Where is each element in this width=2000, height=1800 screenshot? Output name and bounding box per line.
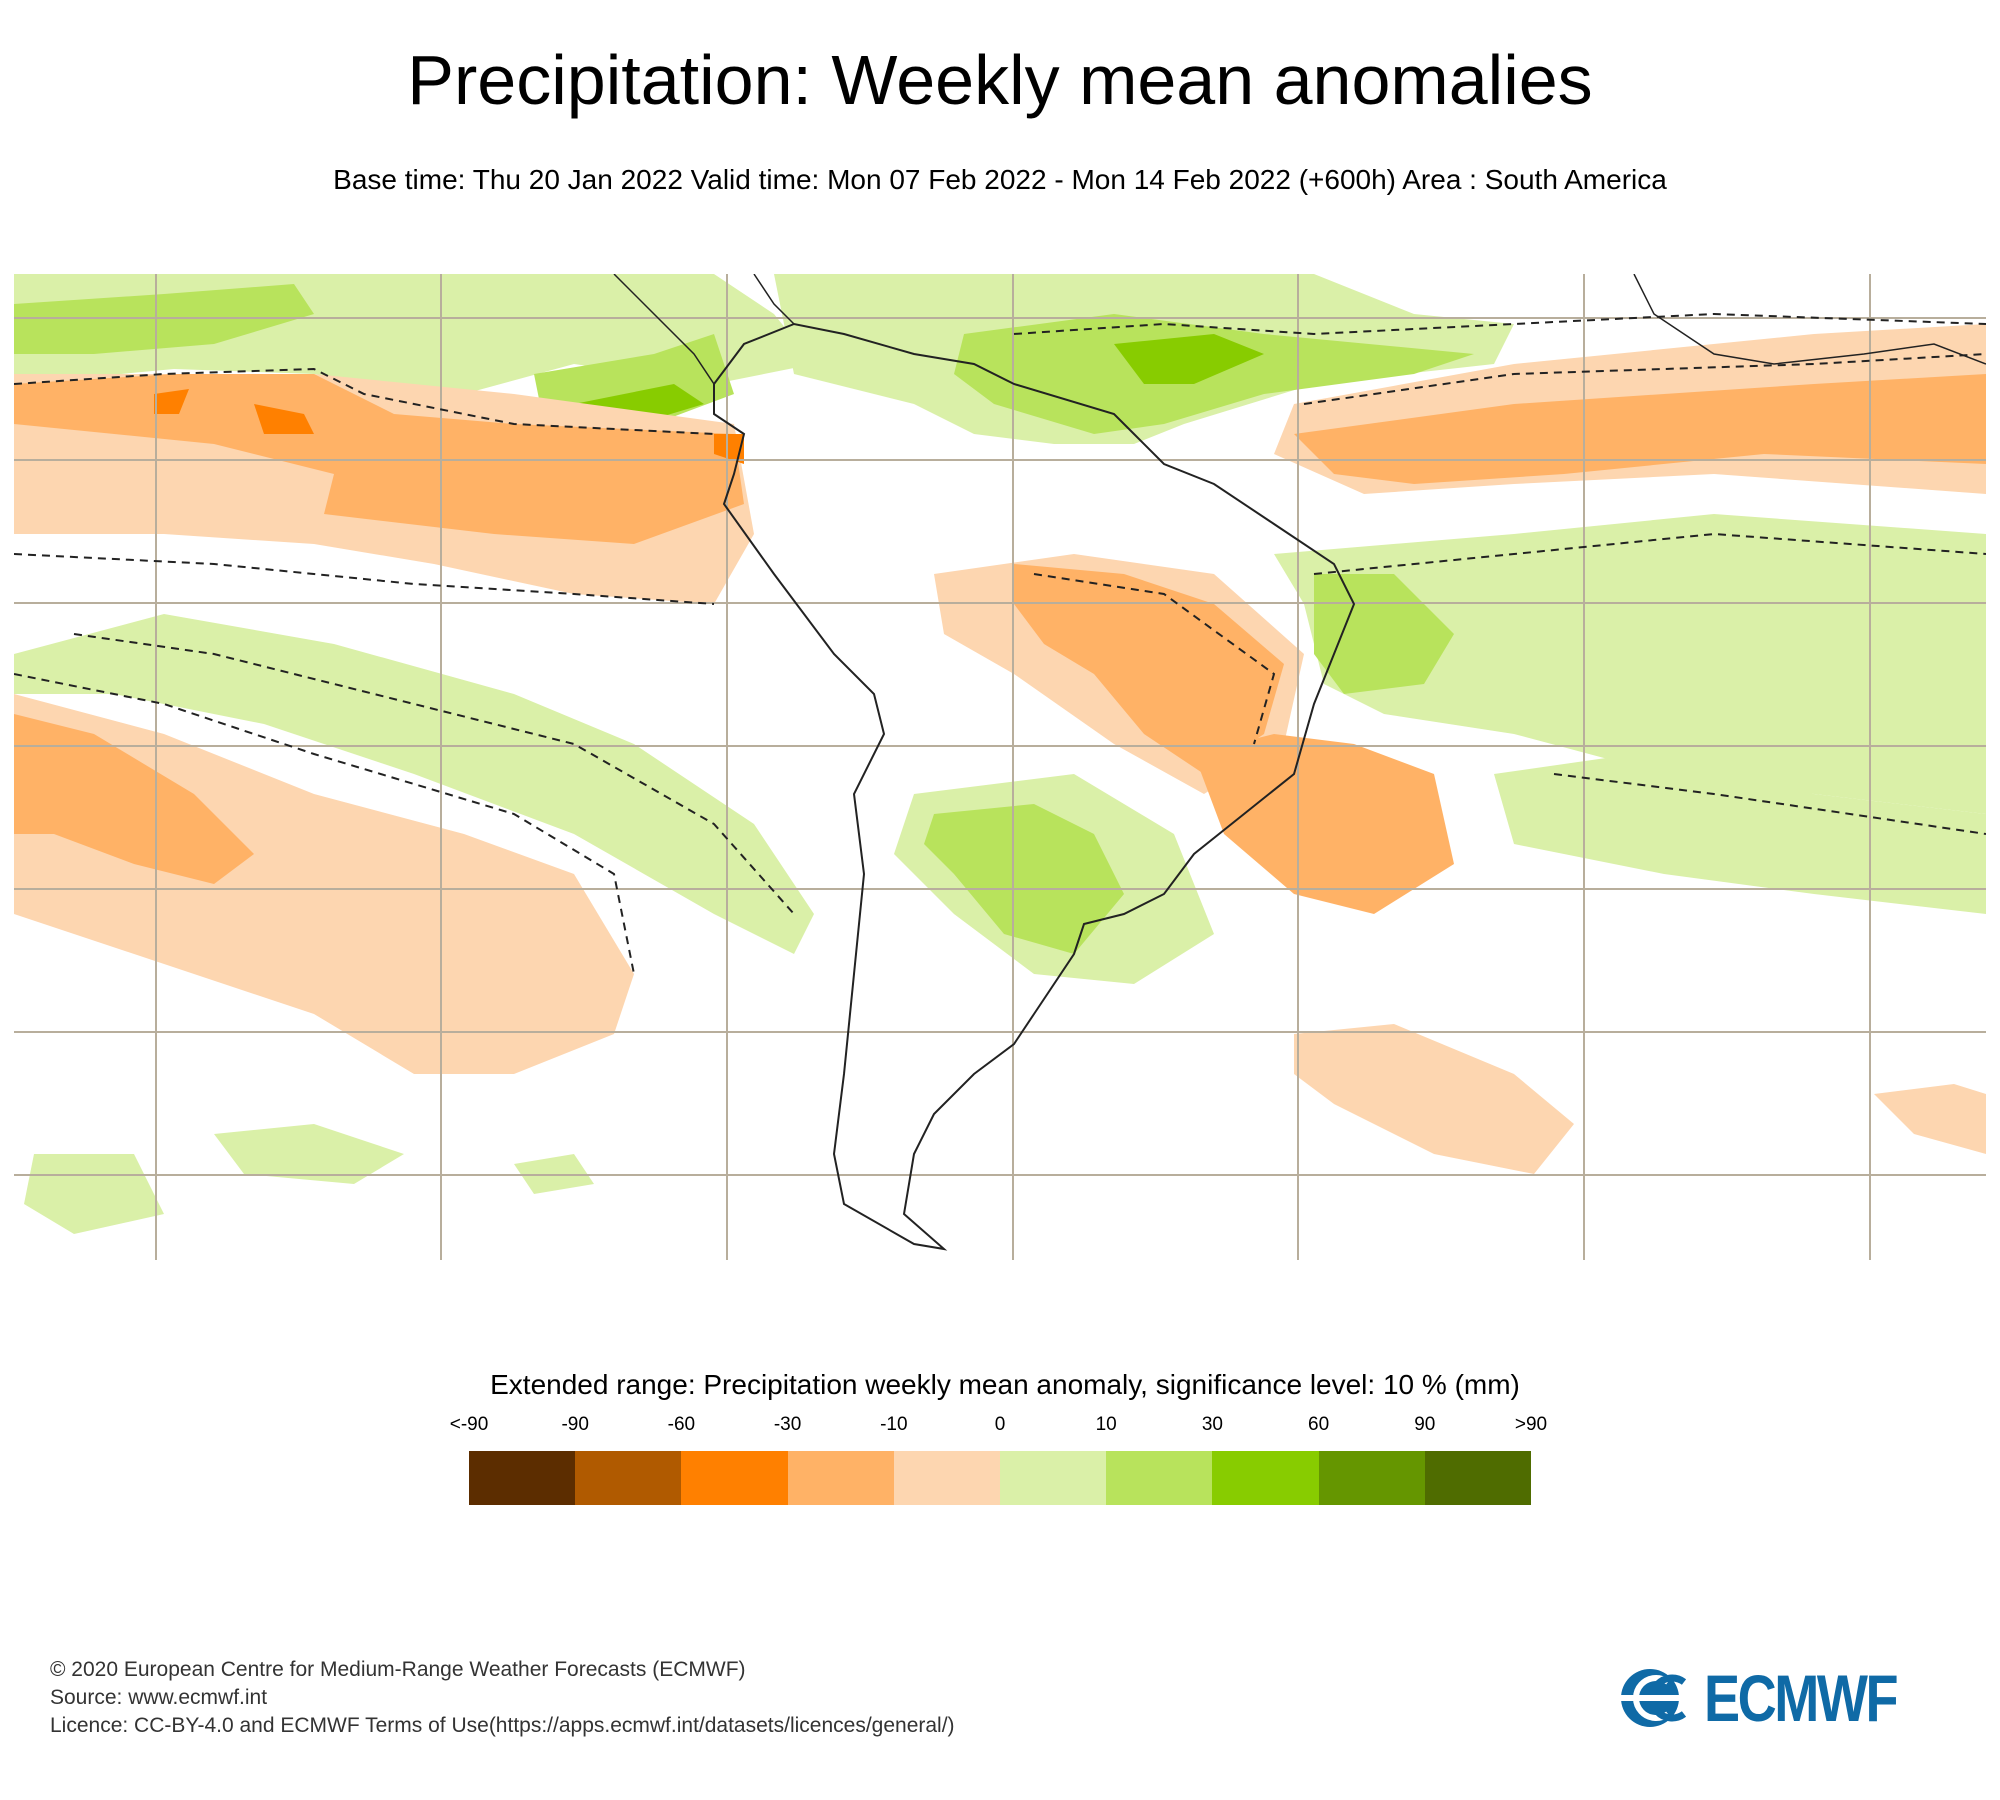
- legend-swatch: [1212, 1451, 1319, 1505]
- anomaly-map: [14, 274, 1986, 1260]
- anomaly-region-atlantic-dry: [1294, 374, 1986, 484]
- legend-swatch: [1424, 1451, 1532, 1505]
- legend-label: 0: [994, 1414, 1006, 1435]
- significance-contour: [14, 553, 715, 605]
- anomaly-region-ne-brazil-wet-light: [1274, 514, 1986, 814]
- source-text: Source: www.ecmwf.int: [50, 1686, 268, 1709]
- legend-labels: <-90 -90 -60 -30 -10 0 10 30 60 90 >90: [450, 1414, 1547, 1438]
- legend-label: <-90: [449, 1414, 489, 1435]
- anomaly-region-guiana-wet: [1114, 334, 1264, 384]
- legend-label: -10: [880, 1414, 908, 1435]
- ecmwf-logo-icon: [1620, 1669, 1687, 1727]
- legend-label: -90: [561, 1414, 589, 1435]
- page-title: Precipitation: Weekly mean anomalies: [407, 41, 1593, 119]
- ecmwf-logo: ECMWF: [1620, 1661, 1952, 1735]
- licence-text: Licence: CC-BY-4.0 and ECMWF Terms of Us…: [50, 1714, 955, 1737]
- anomaly-region-se-pacific-wet: [14, 614, 814, 954]
- ecmwf-logo-text: ECMWF: [1704, 1661, 1899, 1735]
- copyright-text: © 2020 European Centre for Medium-Range …: [50, 1658, 746, 1681]
- legend-color-bar: [469, 1451, 1532, 1505]
- footer: © 2020 European Centre for Medium-Range …: [50, 1656, 955, 1740]
- significance-contour: [14, 367, 715, 435]
- legend-label: 90: [1414, 1414, 1436, 1435]
- legend-swatch: [681, 1451, 788, 1505]
- anomaly-region-south-atlantic-dry: [1194, 734, 1454, 914]
- africa-coastline: [1633, 274, 1986, 365]
- south-america-coastline: [713, 322, 1356, 1251]
- significance-contour: [1033, 573, 1276, 745]
- legend-swatch: [787, 1451, 894, 1505]
- legend-swatch: [1106, 1451, 1213, 1505]
- anomaly-region-south-pacific-wet: [24, 1124, 594, 1234]
- legend-label: -30: [773, 1414, 802, 1435]
- legend-swatch: [1318, 1451, 1425, 1505]
- anomaly-region-south-atlantic-dry-light: [1294, 1024, 1574, 1174]
- legend-label: -60: [667, 1414, 696, 1435]
- anomaly-region-east-atlantic-wet: [1494, 754, 1986, 914]
- significance-contour: [1313, 532, 1986, 575]
- graticule: [14, 274, 1986, 1260]
- anomaly-region-south-pacific-dry: [14, 714, 254, 884]
- significance-contours: [14, 312, 1986, 975]
- legend-label: 10: [1095, 1414, 1117, 1435]
- anomaly-region-brazil-dry: [1014, 564, 1284, 774]
- legend-swatch: [1000, 1451, 1107, 1505]
- anomaly-region-far-southeast-dry: [1874, 1084, 1986, 1154]
- legend-swatch: [893, 1451, 1001, 1505]
- significance-contour: [73, 633, 795, 915]
- central-america-coastline: [613, 274, 795, 385]
- significance-contour: [14, 673, 635, 975]
- significance-contour: [1013, 312, 1986, 336]
- anomaly-region-pacific-dry-strong: [154, 389, 744, 464]
- legend-swatch: [469, 1451, 576, 1505]
- page-subtitle: Base time: Thu 20 Jan 2022 Valid time: M…: [333, 164, 1667, 195]
- legend-label: >90: [1514, 1414, 1548, 1435]
- legend-label: 60: [1308, 1414, 1330, 1435]
- legend-swatch: [575, 1451, 682, 1505]
- legend-title: Extended range: Precipitation weekly mea…: [490, 1369, 1520, 1400]
- anomaly-region-la-plata-wet: [924, 804, 1124, 954]
- legend-label: 30: [1201, 1414, 1223, 1435]
- significance-contour: [1553, 773, 1986, 835]
- map-canvas: [14, 274, 1986, 1260]
